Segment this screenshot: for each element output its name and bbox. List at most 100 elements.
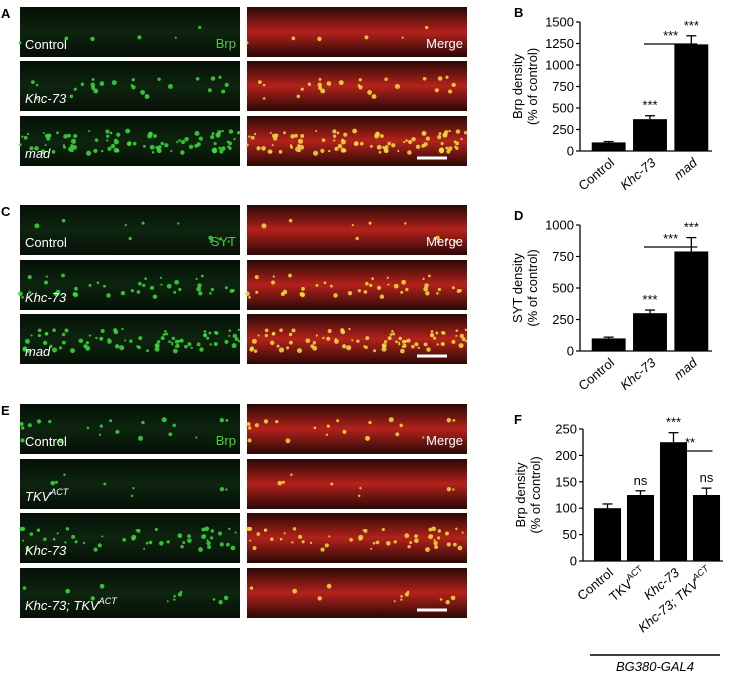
x-tick-label: Khc-73 [617, 154, 659, 192]
puncta [206, 539, 209, 542]
puncta [49, 344, 53, 348]
puncta [199, 347, 204, 352]
puncta [160, 141, 165, 146]
puncta [155, 145, 159, 150]
puncta [425, 25, 429, 30]
puncta [400, 348, 405, 354]
puncta [338, 80, 344, 86]
bar [659, 442, 688, 561]
puncta [438, 132, 442, 136]
puncta [228, 329, 232, 332]
puncta [384, 147, 387, 151]
y-tick-label: 100 [555, 501, 577, 516]
significance: *** [666, 415, 681, 430]
image-label-text: Control [25, 235, 67, 250]
puncta [152, 294, 158, 299]
puncta [434, 544, 439, 549]
puncta [367, 90, 373, 95]
puncta [443, 133, 446, 137]
puncta [333, 293, 338, 298]
puncta [78, 338, 84, 344]
puncta [129, 339, 133, 343]
puncta [210, 536, 214, 540]
puncta [323, 281, 327, 285]
puncta [249, 347, 254, 352]
y-tick-label: 50 [563, 527, 577, 542]
puncta [53, 291, 58, 297]
puncta [166, 600, 169, 603]
puncta [159, 276, 162, 279]
puncta [358, 85, 363, 90]
puncta [36, 528, 41, 532]
puncta [65, 588, 71, 594]
puncta [164, 330, 167, 333]
puncta [425, 291, 430, 296]
puncta [429, 333, 435, 338]
puncta [218, 75, 222, 79]
puncta [141, 221, 145, 225]
puncta [397, 150, 400, 153]
puncta [67, 133, 71, 138]
puncta [130, 289, 134, 293]
puncta [27, 132, 30, 136]
puncta [261, 223, 267, 229]
puncta [209, 343, 212, 346]
puncta [389, 333, 393, 336]
puncta [256, 146, 261, 151]
puncta [37, 333, 41, 338]
puncta [310, 344, 315, 348]
puncta [334, 146, 339, 151]
puncta [444, 130, 449, 135]
puncta [271, 280, 276, 285]
puncta [276, 344, 280, 348]
puncta [148, 540, 153, 545]
x-tick-label: TKVACT [605, 563, 649, 604]
image-label: Khc-73; TKVACT [25, 596, 118, 613]
puncta [126, 141, 132, 146]
puncta [187, 342, 192, 347]
puncta [301, 286, 305, 291]
puncta [377, 132, 380, 135]
puncta [379, 294, 385, 299]
puncta [34, 223, 40, 229]
puncta [166, 283, 172, 289]
puncta [106, 139, 109, 142]
puncta [94, 138, 99, 142]
puncta [423, 286, 428, 292]
puncta [64, 36, 69, 41]
puncta [263, 419, 269, 424]
puncta [255, 290, 259, 294]
puncta [250, 135, 255, 140]
green-image [20, 568, 240, 618]
puncta [425, 136, 430, 141]
puncta [18, 143, 22, 147]
puncta [196, 142, 201, 147]
significance: *** [684, 18, 699, 33]
puncta [300, 87, 304, 91]
puncta [170, 150, 173, 153]
puncta [298, 534, 303, 539]
puncta [101, 149, 104, 153]
puncta [141, 420, 145, 425]
puncta [37, 328, 42, 333]
puncta [400, 594, 403, 598]
puncta [437, 287, 442, 292]
merge-image [247, 260, 467, 310]
puncta [157, 147, 160, 151]
puncta [196, 342, 201, 347]
puncta [22, 539, 25, 542]
puncta [143, 547, 146, 550]
puncta [313, 426, 317, 430]
bar [692, 495, 721, 561]
puncta [131, 78, 135, 82]
y-tick-label: 1500 [545, 15, 574, 30]
puncta [203, 534, 207, 538]
puncta [201, 527, 206, 532]
green-image [20, 116, 240, 166]
puncta [448, 146, 453, 151]
puncta [221, 89, 226, 94]
puncta [63, 134, 68, 139]
significance: ns [634, 473, 648, 488]
image-label-text: Khc-73; TKV [25, 598, 100, 613]
